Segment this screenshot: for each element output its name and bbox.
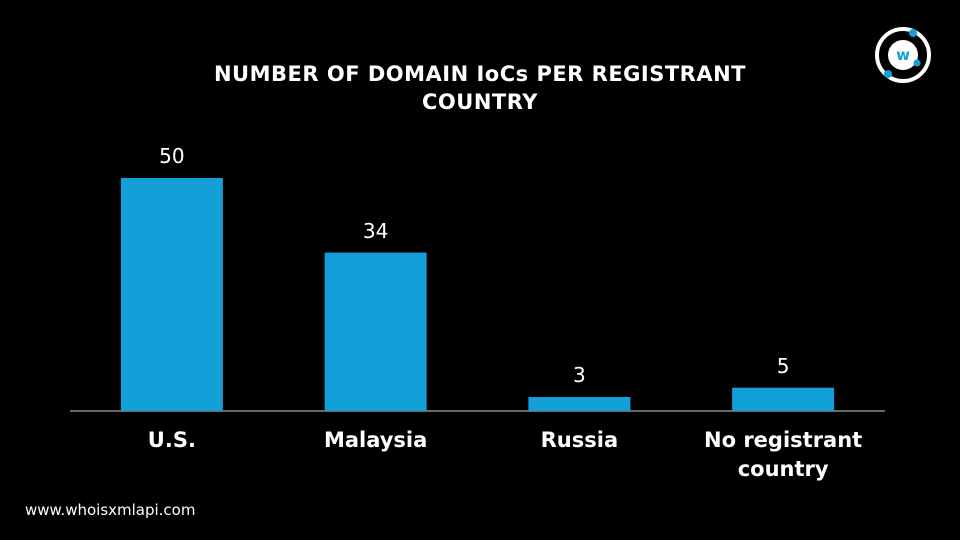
x-tick-label: Malaysia [323, 428, 428, 452]
value-label: 50 [159, 144, 185, 168]
bar [528, 397, 631, 411]
x-tick-label: U.S. [147, 428, 196, 452]
value-label: 3 [573, 363, 586, 388]
bar [732, 387, 835, 411]
value-label: 34 [362, 218, 389, 243]
logo-dot [884, 70, 892, 78]
logo-core [888, 40, 918, 70]
bar [120, 178, 223, 411]
logo-dot [913, 59, 921, 67]
x-tick-label: Russia [540, 428, 619, 452]
logo-letter: w [896, 46, 910, 64]
logo-dot [909, 29, 917, 37]
logo: w [875, 27, 931, 83]
chart-title: NUMBER OF DOMAIN IoCs PER REGISTRANT COU… [213, 62, 747, 114]
website: www.whoisxmlapi.com [25, 501, 196, 519]
x-tick-label: No registrant country [704, 428, 863, 481]
value-label: 5 [776, 353, 790, 378]
bar [324, 252, 427, 411]
logo-ring [875, 27, 931, 83]
